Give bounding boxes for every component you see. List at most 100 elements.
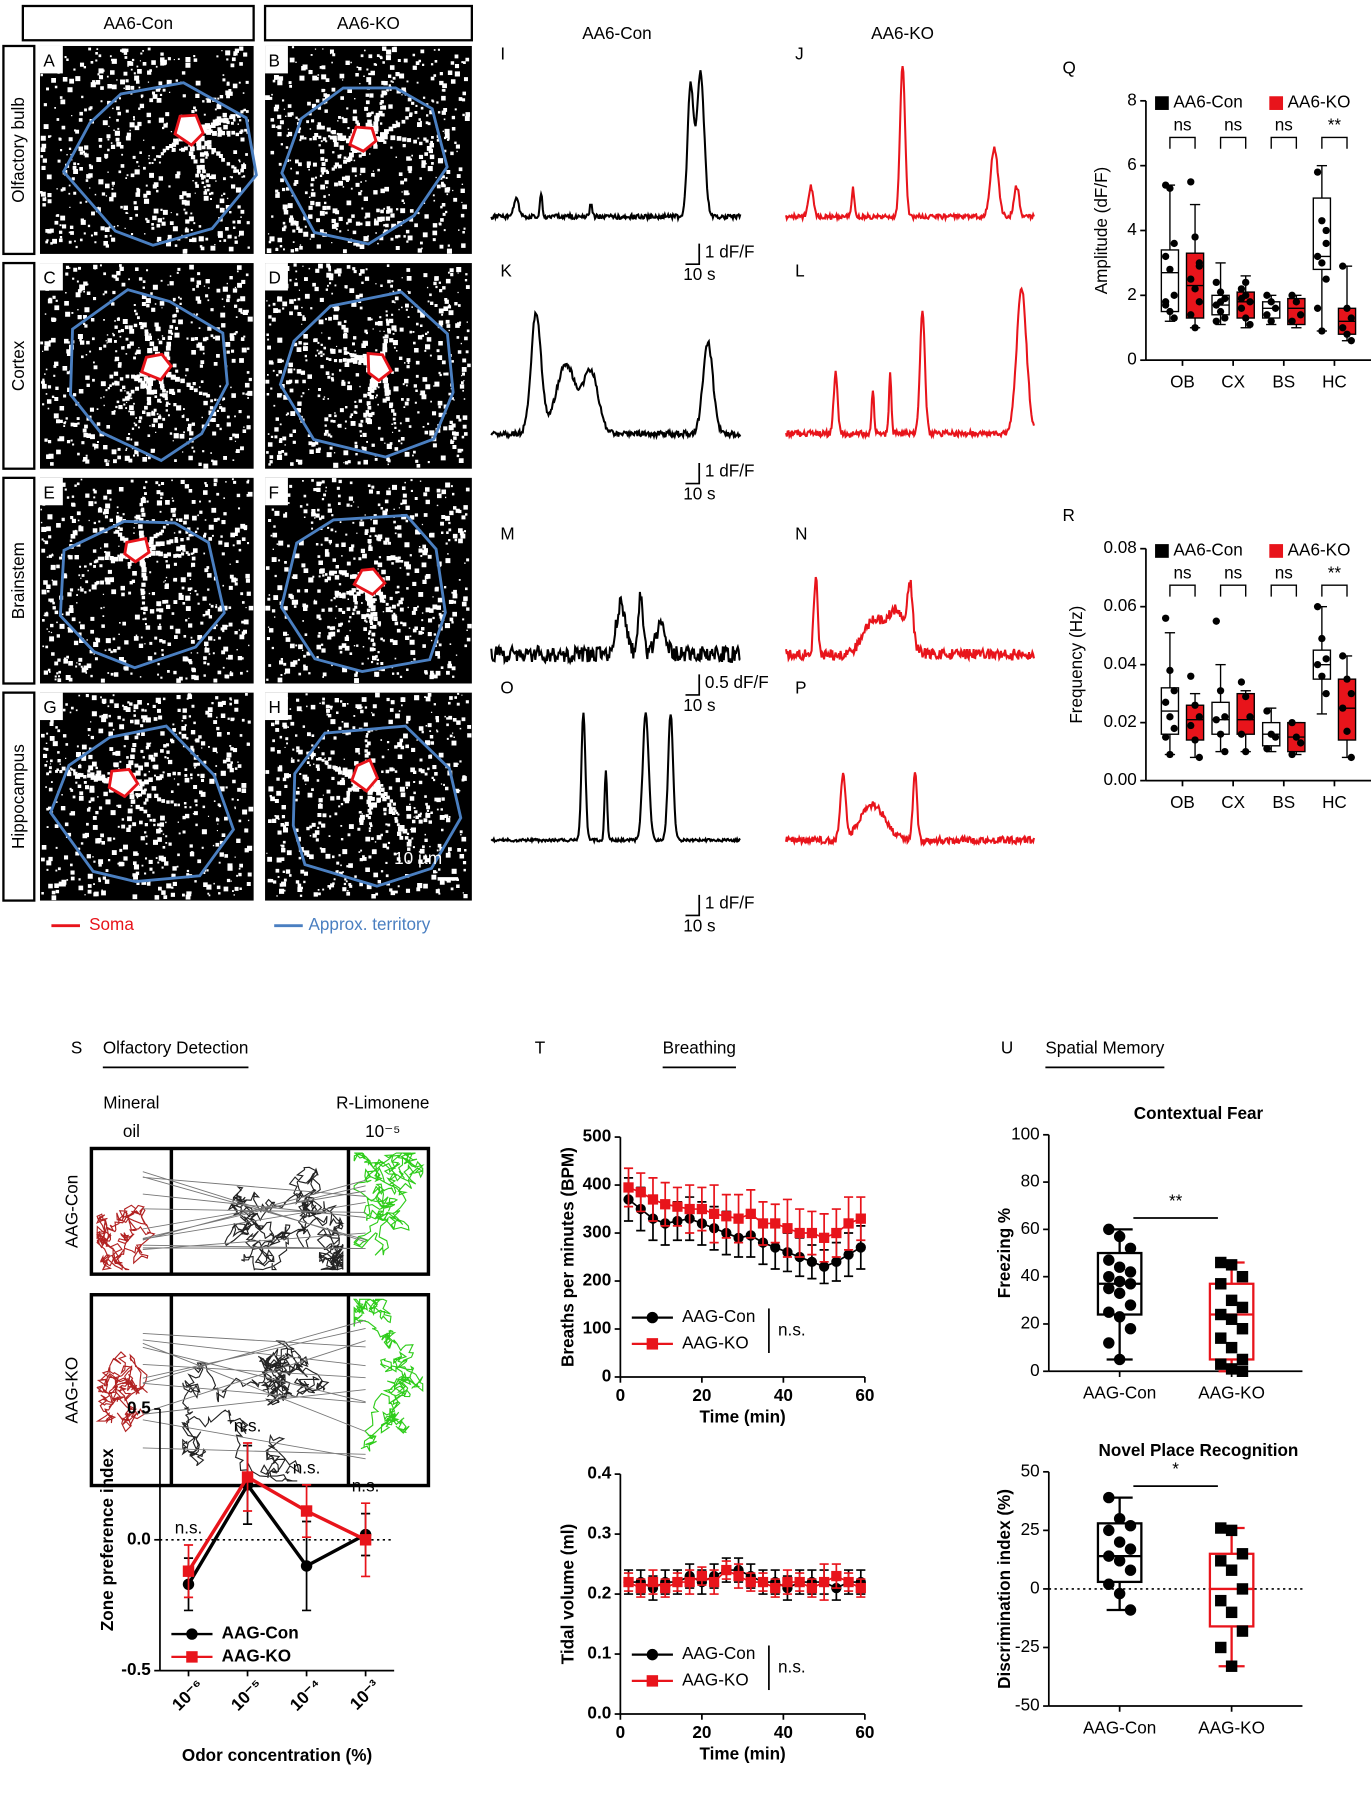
scale-bar: [685, 243, 701, 266]
marker: [623, 1576, 634, 1588]
significance-label: ns: [1173, 562, 1191, 582]
marker: [1113, 1353, 1126, 1366]
legend-label: AAG-KO: [682, 1332, 749, 1352]
marker: [1236, 1365, 1249, 1377]
marker: [1242, 314, 1250, 322]
marker: [1103, 1282, 1115, 1295]
marker: [1236, 1548, 1249, 1560]
marker: [855, 1213, 866, 1224]
soma-outline: [107, 767, 140, 799]
marker: [672, 1576, 683, 1588]
marker: [770, 1242, 781, 1253]
marker: [794, 1576, 805, 1588]
x-tick-label: AAG-Con: [1083, 1383, 1156, 1403]
marker: [1187, 275, 1195, 283]
significance-label: *: [1172, 1459, 1179, 1479]
y-tick-label: 8: [1127, 89, 1137, 109]
marker: [1347, 337, 1355, 345]
marker: [1103, 1491, 1115, 1504]
y-tick-label: 25: [1021, 1519, 1040, 1539]
zone-label: Mineral: [103, 1092, 159, 1112]
y-tick-label: -0.5: [121, 1659, 151, 1679]
y-tick-label: 0.0: [127, 1528, 151, 1548]
marker: [1242, 278, 1250, 287]
marker: [1225, 1313, 1238, 1325]
territory-outline: [291, 724, 463, 888]
y-axis-label: Freezing %: [994, 1208, 1014, 1298]
marker: [1161, 614, 1170, 622]
marker: [733, 1213, 744, 1224]
y-tick-label: 0.3: [587, 1523, 611, 1543]
marker: [186, 1628, 198, 1640]
legend-label: AA6-KO: [1288, 539, 1351, 559]
marker: [1195, 753, 1203, 762]
significance-bracket: [1169, 136, 1196, 149]
significance-label: ns: [1224, 114, 1242, 134]
marker: [1191, 701, 1199, 709]
x-tick-label: AAG-KO: [1198, 1717, 1265, 1737]
marker: [1216, 307, 1225, 316]
legend-label: AAG-KO: [222, 1645, 291, 1665]
x-tick-label: CX: [1221, 372, 1245, 392]
significance-bracket: [1321, 584, 1348, 597]
marker: [1215, 1278, 1227, 1290]
scale-bar-label: 10 µm: [394, 848, 442, 868]
section-letter: U: [1001, 1038, 1013, 1058]
x-axis-label: Time (min): [699, 1744, 785, 1764]
legend-soma: Soma: [89, 914, 134, 934]
soma-outline: [173, 113, 205, 147]
marker: [855, 1582, 866, 1594]
y-axis-label: Tidal volume (ml): [557, 1524, 577, 1665]
marker: [721, 1211, 732, 1222]
marker: [1103, 1337, 1115, 1349]
scale-bar: [685, 462, 701, 485]
panel-letter: O: [500, 678, 513, 698]
section-title: Breathing: [663, 1038, 736, 1058]
section-letter: T: [535, 1038, 546, 1058]
series-line: [187, 1481, 367, 1586]
track-right: [353, 1152, 425, 1256]
calcium-trace: [490, 712, 741, 845]
marker: [1166, 713, 1174, 721]
x-tick-label: 0: [616, 1385, 626, 1405]
y-axis-label: Discrimination index (%): [994, 1489, 1014, 1689]
y-tick-label: 0.4: [587, 1463, 611, 1483]
marker: [1237, 294, 1246, 303]
marker: [1124, 1543, 1137, 1555]
marker: [1225, 1363, 1238, 1375]
marker: [623, 1182, 634, 1193]
marker: [1318, 672, 1326, 680]
territory-outline: [279, 513, 447, 673]
chart-title: Novel Place Recognition: [1099, 1440, 1299, 1460]
panel-letter: E: [43, 482, 54, 502]
marker: [1103, 1524, 1115, 1537]
marker: [1343, 675, 1351, 683]
marker: [359, 1534, 372, 1546]
marker: [1225, 1524, 1238, 1537]
marker: [1191, 736, 1199, 744]
panel-letter-bg: [39, 477, 63, 506]
marker: [1103, 1254, 1115, 1266]
marker: [1124, 1242, 1137, 1255]
marker: [300, 1560, 313, 1572]
y-tick-label: 0.5: [127, 1398, 151, 1418]
marker: [1236, 1301, 1249, 1314]
column-header: AA6-KO: [337, 13, 400, 33]
marker: [843, 1576, 854, 1588]
marker: [1103, 1578, 1115, 1590]
marker: [1267, 317, 1275, 325]
marker: [1215, 1641, 1227, 1654]
territory-outline: [49, 724, 236, 884]
panel-letter: L: [795, 261, 805, 281]
panel-letter: B: [268, 51, 279, 71]
marker: [1296, 311, 1305, 319]
marker: [1288, 317, 1296, 325]
x-tick-label: BS: [1272, 372, 1295, 392]
y-tick-label: 80: [1021, 1171, 1040, 1191]
marker: [1216, 288, 1225, 296]
significance-label: **: [1328, 114, 1342, 134]
marker: [1215, 1256, 1227, 1269]
significance-bracket: [1169, 584, 1196, 597]
x-tick-label: CX: [1221, 792, 1245, 812]
marker: [1124, 1604, 1137, 1616]
